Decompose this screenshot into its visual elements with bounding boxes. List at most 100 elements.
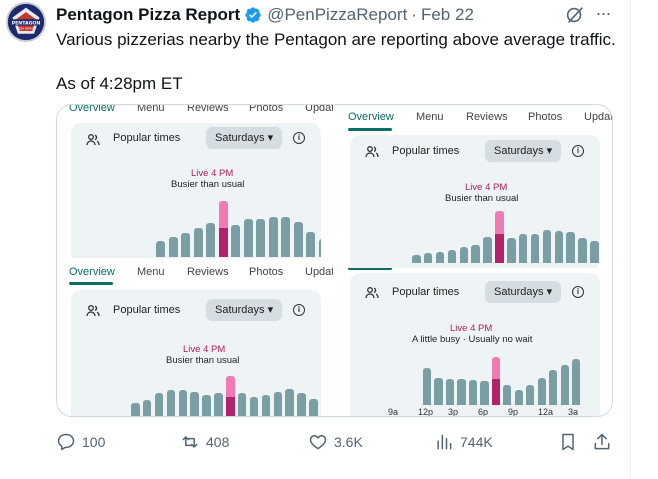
hour-bar[interactable] xyxy=(168,237,178,257)
hour-bar[interactable] xyxy=(578,238,587,263)
hour-bar[interactable] xyxy=(507,238,516,263)
hour-bar[interactable] xyxy=(243,218,253,257)
hour-bar[interactable] xyxy=(281,216,290,257)
hour-bar[interactable] xyxy=(554,230,564,263)
hour-bar[interactable] xyxy=(181,233,190,257)
hour-bar[interactable] xyxy=(214,393,223,416)
hour-bar[interactable] xyxy=(256,218,265,257)
hour-bar[interactable] xyxy=(445,379,455,405)
tab-menu[interactable]: Menu xyxy=(137,266,165,278)
tab-reviews[interactable]: Reviews xyxy=(187,266,229,278)
hour-bar[interactable] xyxy=(318,239,321,257)
hour-bar[interactable] xyxy=(480,381,489,405)
live-hour-bar[interactable] xyxy=(495,211,504,263)
hour-bar[interactable] xyxy=(249,396,259,416)
author-handle[interactable]: @PenPizzaReport xyxy=(267,5,408,24)
hour-bar[interactable] xyxy=(447,250,457,263)
tweet-media[interactable]: Overview Menu Reviews Photos Updat Popul… xyxy=(56,104,613,417)
tab-reviews[interactable]: Reviews xyxy=(466,111,508,123)
hour-bar[interactable] xyxy=(156,241,165,257)
bookmark-button[interactable] xyxy=(558,430,584,454)
hour-bar[interactable] xyxy=(190,391,199,416)
tab-reviews[interactable]: Reviews xyxy=(187,105,229,114)
hour-bar[interactable] xyxy=(423,252,433,263)
active-tab-indicator xyxy=(348,268,392,270)
hour-bar[interactable] xyxy=(309,399,318,416)
share-button[interactable] xyxy=(592,430,618,454)
hour-bar[interactable] xyxy=(514,390,523,405)
hour-bar[interactable] xyxy=(542,229,552,263)
tab-overview[interactable]: Overview xyxy=(69,105,115,114)
hour-bar[interactable] xyxy=(285,388,294,416)
info-icon[interactable]: i xyxy=(572,145,584,157)
hour-bar[interactable] xyxy=(537,377,546,405)
hour-bar[interactable] xyxy=(549,370,558,405)
day-dropdown[interactable]: Saturdays ▾ xyxy=(206,127,283,149)
hour-bar[interactable] xyxy=(142,399,152,416)
tab-photos[interactable]: Photos xyxy=(528,111,563,123)
hour-bar[interactable] xyxy=(206,223,215,257)
day-dropdown[interactable]: Saturdays ▾ xyxy=(485,140,562,162)
tab-photos[interactable]: Photos xyxy=(249,105,284,114)
verified-badge-icon[interactable] xyxy=(244,6,262,24)
hour-bar[interactable] xyxy=(154,393,164,416)
hour-bar[interactable] xyxy=(518,234,528,263)
hour-bar[interactable] xyxy=(193,227,203,257)
live-hour-bar[interactable] xyxy=(491,357,500,405)
day-dropdown[interactable]: Saturdays ▾ xyxy=(485,281,562,303)
hour-bar[interactable] xyxy=(412,254,421,263)
tab-menu[interactable]: Menu xyxy=(137,105,165,114)
hour-bar[interactable] xyxy=(503,385,512,405)
hour-bar[interactable] xyxy=(468,380,478,405)
tab-updates[interactable]: Updat xyxy=(584,111,613,123)
hour-bar[interactable] xyxy=(166,389,176,416)
info-icon[interactable]: i xyxy=(572,286,584,298)
tab-photos[interactable]: Photos xyxy=(249,266,284,278)
svg-text:PENTAGON: PENTAGON xyxy=(12,20,41,26)
day-dropdown[interactable]: Saturdays ▾ xyxy=(206,299,283,321)
live-hour-bar[interactable] xyxy=(226,376,235,416)
tab-updates[interactable]: Updat xyxy=(305,266,333,278)
hour-bar[interactable] xyxy=(457,379,466,405)
hour-bar[interactable] xyxy=(471,244,480,263)
hour-bar[interactable] xyxy=(297,393,306,416)
hour-bar[interactable] xyxy=(237,393,247,416)
more-options-icon[interactable]: ··· xyxy=(595,3,612,23)
hour-bar[interactable] xyxy=(422,367,432,405)
tab-menu[interactable]: Menu xyxy=(416,111,444,123)
hour-bar[interactable] xyxy=(306,231,315,257)
tweet-date[interactable]: Feb 22 xyxy=(420,5,474,24)
grok-icon[interactable] xyxy=(564,4,586,26)
hour-bar[interactable] xyxy=(261,395,271,416)
popular-times-card: Popular times Saturdays ▾ i Live 4 PM Bu… xyxy=(71,123,321,266)
hour-bar[interactable] xyxy=(178,389,188,416)
hour-bar[interactable] xyxy=(526,385,535,405)
author-name[interactable]: Pentagon Pizza Report xyxy=(56,5,241,24)
hour-bar[interactable] xyxy=(530,233,540,263)
hour-bar[interactable] xyxy=(231,224,240,257)
hour-bar[interactable] xyxy=(293,222,303,257)
tab-overview[interactable]: Overview xyxy=(348,111,394,123)
info-icon[interactable]: i xyxy=(293,304,305,316)
repost-button[interactable]: 408 xyxy=(180,430,229,454)
hour-bar[interactable] xyxy=(572,359,581,405)
hour-bar[interactable] xyxy=(268,216,278,257)
views-button[interactable]: 744K xyxy=(434,430,493,454)
hour-bar[interactable] xyxy=(560,365,569,405)
hour-bar[interactable] xyxy=(131,402,140,416)
info-icon[interactable]: i xyxy=(293,132,305,144)
hour-bar[interactable] xyxy=(434,377,443,405)
hour-bar[interactable] xyxy=(483,237,492,263)
live-hour-bar[interactable] xyxy=(218,201,228,257)
tab-overview[interactable]: Overview xyxy=(69,266,115,278)
hour-bar[interactable] xyxy=(273,391,283,416)
hour-bar[interactable] xyxy=(202,395,211,416)
hour-bar[interactable] xyxy=(459,247,469,263)
tab-updates[interactable]: Updat xyxy=(305,105,333,114)
hour-bar[interactable] xyxy=(590,241,599,263)
hour-bar[interactable] xyxy=(566,231,575,263)
reply-button[interactable]: 100 xyxy=(56,430,105,454)
avatar[interactable]: PENTAGON PIZZA REPORT xyxy=(6,2,46,42)
like-button[interactable]: 3.6K xyxy=(308,430,363,454)
hour-bar[interactable] xyxy=(435,251,445,263)
